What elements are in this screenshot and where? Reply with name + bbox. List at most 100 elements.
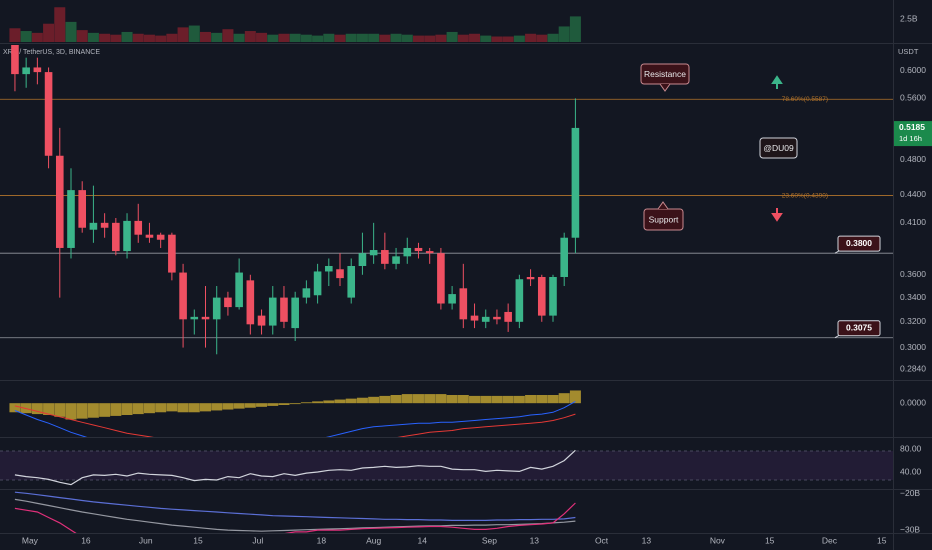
x-tick-label: 15 xyxy=(765,535,775,545)
histogram-bar xyxy=(54,403,66,417)
arrow-down xyxy=(771,208,783,222)
candle-body xyxy=(448,294,456,304)
candle-body xyxy=(369,250,378,256)
volume-bar xyxy=(43,23,55,42)
volume-bar xyxy=(177,27,189,42)
chart-title: XRP / TetherUS, 3D, BINANCE xyxy=(3,49,100,56)
pane xyxy=(14,449,576,486)
volume-bar xyxy=(480,35,492,42)
histogram-bar xyxy=(65,403,77,420)
volume-bar xyxy=(54,7,66,43)
histogram-bar xyxy=(300,402,312,404)
x-tick-label: May xyxy=(22,535,39,545)
candle-body xyxy=(112,222,120,252)
candle-body xyxy=(212,297,221,320)
x-tick-label: 13 xyxy=(530,535,540,545)
candle-body xyxy=(123,220,131,252)
volume-bar xyxy=(368,33,380,42)
histogram-bar xyxy=(166,403,178,412)
callout-box xyxy=(759,137,798,159)
candle-body xyxy=(347,265,356,298)
histogram-bar xyxy=(368,396,380,404)
histogram-bar xyxy=(244,403,256,408)
histogram-bar xyxy=(412,394,424,404)
volume-bar xyxy=(99,33,111,42)
volume-bar xyxy=(289,33,301,42)
axis-label: USDT xyxy=(898,47,919,56)
histogram-bar xyxy=(323,400,335,404)
volume-bar xyxy=(424,35,436,42)
last-price-box xyxy=(894,121,932,147)
y-tick-label: 0.5600 xyxy=(900,93,926,103)
volume-bar xyxy=(446,31,458,42)
y-tick-label: 0.3400 xyxy=(900,292,926,302)
candle-body xyxy=(358,253,367,266)
histogram-bar xyxy=(110,403,122,416)
histogram-bar xyxy=(76,403,88,419)
line xyxy=(14,502,576,533)
candle-body xyxy=(560,237,568,277)
candle-body xyxy=(145,234,154,238)
fib-label: 78.60%(0.5587) xyxy=(782,96,828,103)
candle-body xyxy=(336,269,344,279)
histogram-bar xyxy=(233,403,245,409)
y-tick-label: 0.3200 xyxy=(900,316,926,326)
candle-body xyxy=(55,155,64,248)
y-tick-label: −30B xyxy=(900,524,920,534)
candle-body xyxy=(235,272,243,308)
histogram-bar xyxy=(469,395,481,404)
histogram-bar xyxy=(334,399,346,404)
histogram-bar xyxy=(31,403,43,415)
level-label: 0.3800 xyxy=(846,238,872,248)
histogram-bar xyxy=(356,397,368,404)
candle-body xyxy=(549,276,557,316)
candle-body xyxy=(156,234,165,240)
candle-body xyxy=(224,297,232,308)
candle-body xyxy=(526,276,535,280)
x-tick-label: Jun xyxy=(139,535,153,545)
candle-body xyxy=(571,127,580,238)
annotation: Resistance xyxy=(644,69,686,79)
volume-bar xyxy=(65,21,77,42)
candle-body xyxy=(190,316,199,320)
candle-body xyxy=(78,190,87,228)
candle-body xyxy=(89,222,98,230)
x-tick-label: 16 xyxy=(81,535,91,545)
histogram-bar xyxy=(9,403,21,413)
histogram-bar xyxy=(87,403,99,418)
volume-bar xyxy=(435,34,447,42)
candle-body xyxy=(246,280,255,325)
x-tick-label: Sep xyxy=(482,535,497,545)
y-tick-label: 0.0000 xyxy=(900,397,926,407)
histogram-bar xyxy=(256,403,268,407)
x-tick-label: 15 xyxy=(193,535,203,545)
pane xyxy=(9,390,581,437)
histogram-bar xyxy=(390,395,402,404)
y-tick-label: −20B xyxy=(900,488,920,498)
y-tick-label: 0.4400 xyxy=(900,189,926,199)
candle-body xyxy=(515,279,524,322)
volume-bar xyxy=(20,31,32,42)
candle-body xyxy=(493,316,501,320)
x-tick-label: Jul xyxy=(252,535,263,545)
histogram-bar xyxy=(267,403,279,406)
volume-bar xyxy=(323,33,335,42)
volume-bar xyxy=(121,31,133,42)
histogram-bar xyxy=(200,403,212,412)
volume-bar xyxy=(132,33,144,42)
histogram-bar xyxy=(525,395,537,404)
volume-bar xyxy=(143,34,155,42)
candle-body xyxy=(44,72,53,156)
histogram-bar xyxy=(121,403,133,415)
volume-bar xyxy=(110,34,122,42)
annotation: Support xyxy=(649,214,679,224)
histogram-bar xyxy=(345,398,357,404)
histogram-bar xyxy=(558,393,570,404)
histogram-bar xyxy=(401,394,413,404)
histogram-bar xyxy=(480,395,492,404)
pane xyxy=(0,45,893,355)
histogram-bar xyxy=(43,403,55,415)
histogram-bar xyxy=(312,401,324,404)
volume-bar xyxy=(356,33,368,42)
